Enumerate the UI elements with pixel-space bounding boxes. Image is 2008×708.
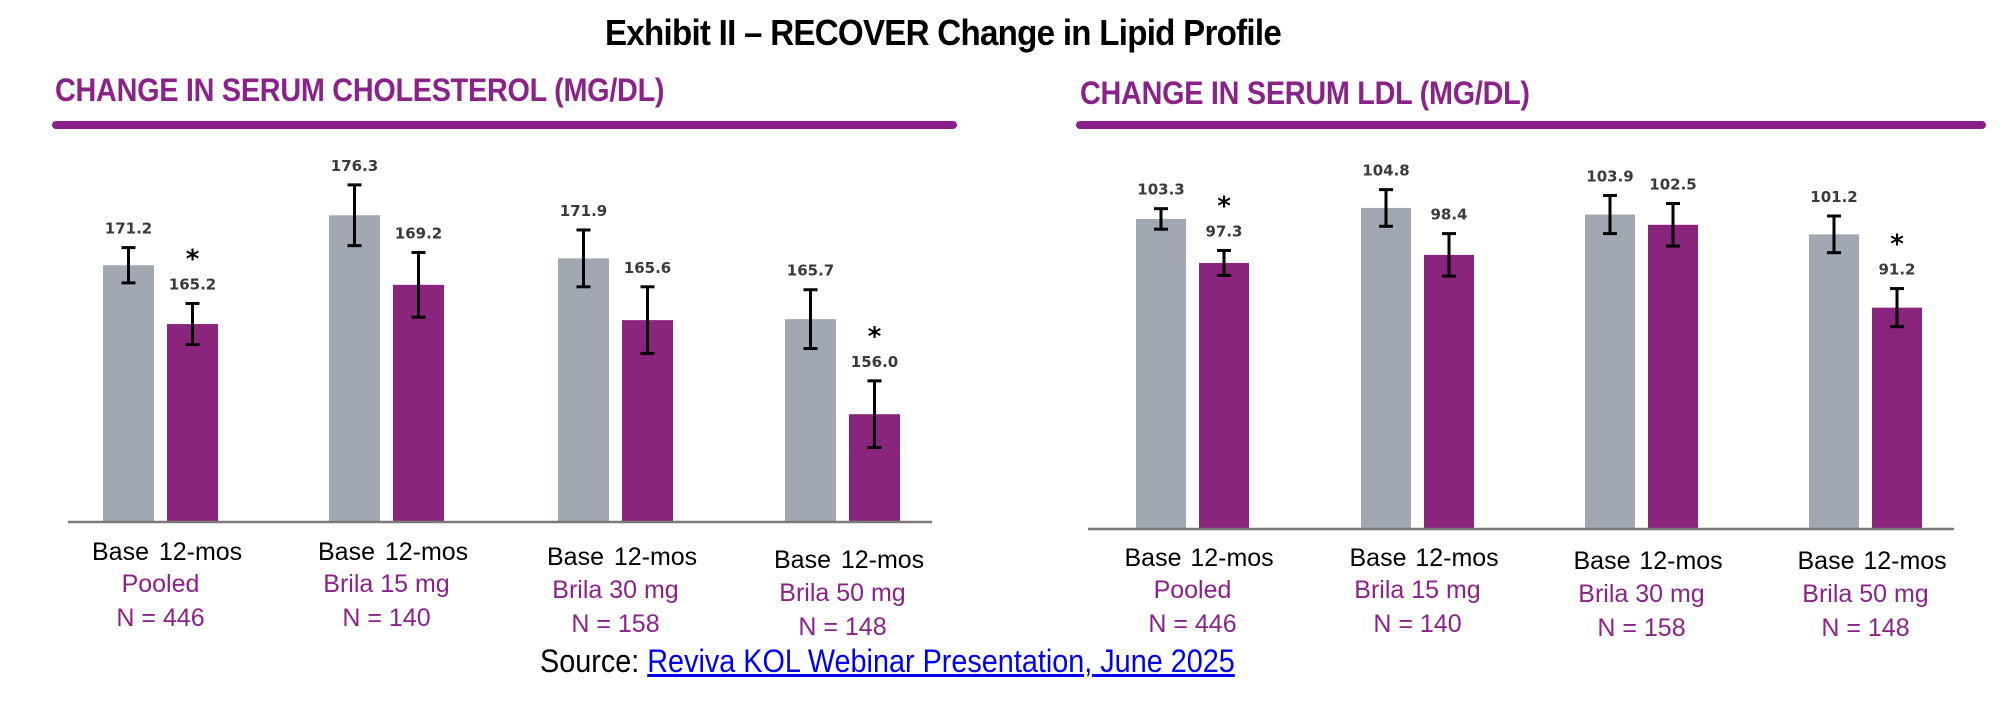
source-line: Source: Reviva KOL Webinar Presentation,… [540, 643, 1235, 680]
cholesterol-group-label: Pooled [122, 570, 200, 598]
ldl-bar-base [1136, 218, 1186, 530]
cholesterol-value-label: 169.2 [395, 225, 442, 243]
ldl-bar-12mos [1872, 307, 1922, 529]
cholesterol-bar-12mos [167, 324, 218, 522]
cholesterol-group-label: Brila 50 mg [779, 579, 905, 607]
cholesterol-significance-asterisk: * [868, 322, 882, 352]
ldl-value-label: 98.4 [1430, 206, 1467, 224]
ldl-group-label: Brila 30 mg [1578, 580, 1704, 608]
ldl-significance-asterisk: * [1217, 191, 1231, 221]
ldl-bar-base [1585, 214, 1635, 529]
ldl-bar-label: Base [1574, 547, 1631, 575]
ldl-n-label: N = 148 [1821, 614, 1909, 642]
cholesterol-value-label: 171.9 [560, 202, 607, 220]
ldl-value-label: 101.2 [1810, 188, 1857, 206]
ldl-bar-label: Base [1350, 544, 1407, 572]
ldl-bar-label: 12-mos [1863, 547, 1946, 575]
ldl-value-label: 97.3 [1205, 222, 1242, 240]
ldl-bar-label: 12-mos [1190, 544, 1273, 572]
exhibit-title: Exhibit II – RECOVER Change in Lipid Pro… [604, 12, 1282, 53]
ldl-bar-label: Base [1798, 547, 1855, 575]
ldl-bar-label: 12-mos [1639, 547, 1722, 575]
ldl-n-label: N = 158 [1597, 614, 1685, 642]
ldl-significance-asterisk: * [1890, 230, 1904, 260]
cholesterol-value-label: 156.0 [851, 353, 898, 371]
cholesterol-bar-label: Base [92, 538, 149, 566]
ldl-value-label: 102.5 [1649, 176, 1696, 194]
cholesterol-value-label: 171.2 [105, 220, 152, 238]
source-link[interactable]: Reviva KOL Webinar Presentation, June 20… [647, 643, 1235, 679]
ldl-group-label: Brila 50 mg [1802, 580, 1928, 608]
cholesterol-bar-label: Base [774, 546, 831, 574]
ldl-chart-heading: CHANGE IN SERUM LDL (MG/DL) [1080, 75, 1530, 111]
cholesterol-value-label: 165.6 [624, 259, 671, 277]
cholesterol-bar-label: Base [547, 543, 604, 571]
ldl-value-label: 104.8 [1362, 162, 1409, 180]
cholesterol-n-label: N = 158 [571, 610, 659, 638]
cholesterol-group-label: Brila 30 mg [552, 576, 678, 604]
ldl-heading-rule [1076, 121, 1986, 129]
ldl-bar-12mos [1424, 254, 1474, 529]
cholesterol-chart-heading: CHANGE IN SERUM CHOLESTEROL (MG/DL) [55, 72, 665, 108]
ldl-value-label: 103.9 [1586, 167, 1633, 185]
cholesterol-value-label: 165.2 [169, 275, 216, 293]
cholesterol-bar-base [558, 258, 609, 522]
cholesterol-bar-label: 12-mos [385, 538, 468, 566]
cholesterol-bar-12mos [393, 284, 444, 522]
ldl-bar-12mos [1199, 262, 1249, 529]
ldl-n-label: N = 140 [1373, 610, 1461, 638]
cholesterol-value-label: 176.3 [331, 157, 378, 175]
cholesterol-bar-base [329, 215, 380, 522]
cholesterol-significance-asterisk: * [186, 244, 200, 274]
cholesterol-group-label: Brila 15 mg [323, 570, 449, 598]
ldl-bar-label: Base [1125, 544, 1182, 572]
ldl-bar-12mos [1648, 224, 1698, 529]
ldl-value-label: 103.3 [1137, 181, 1184, 199]
cholesterol-bar-label: 12-mos [614, 543, 697, 571]
cholesterol-heading-rule [52, 121, 957, 129]
cholesterol-n-label: N = 148 [798, 613, 886, 641]
cholesterol-value-label: 165.7 [787, 262, 834, 280]
cholesterol-bar-base [785, 319, 836, 522]
ldl-bar-base [1361, 207, 1411, 530]
cholesterol-bar-base [103, 265, 154, 522]
cholesterol-bar-label: 12-mos [841, 546, 924, 574]
cholesterol-n-label: N = 446 [116, 604, 204, 632]
ldl-group-label: Pooled [1154, 576, 1232, 604]
ldl-bar-base [1809, 234, 1859, 530]
ldl-bar-label: 12-mos [1415, 544, 1498, 572]
ldl-n-label: N = 446 [1148, 610, 1236, 638]
cholesterol-bar-label: Base [318, 538, 375, 566]
cholesterol-n-label: N = 140 [342, 604, 430, 632]
ldl-group-label: Brila 15 mg [1354, 576, 1480, 604]
source-prefix: Source: [540, 643, 648, 679]
cholesterol-bar-label: 12-mos [159, 538, 242, 566]
ldl-value-label: 91.2 [1878, 261, 1915, 279]
